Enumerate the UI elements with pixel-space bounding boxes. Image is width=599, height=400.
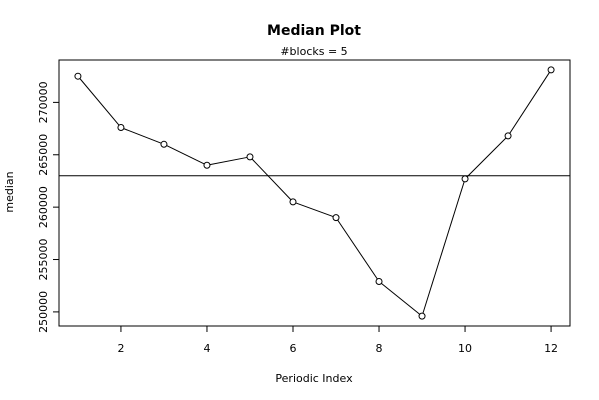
y-tick-label: 270000: [37, 81, 50, 123]
data-point: [375, 278, 383, 286]
data-point: [289, 198, 297, 206]
series-line-segment: [466, 137, 507, 178]
x-tick-label: 2: [117, 342, 124, 355]
chart-subtitle: #blocks = 5: [280, 45, 347, 58]
chart-title: Median Plot: [267, 23, 361, 39]
data-point: [117, 124, 125, 132]
y-axis: 250000 255000 260000 265000 270000: [37, 81, 59, 333]
data-point: [74, 72, 82, 80]
series-line-segment: [381, 283, 421, 315]
x-tick-label: 10: [458, 342, 472, 355]
series-line-segment: [295, 202, 334, 218]
plot-layer: [59, 66, 570, 320]
x-tick-label: 8: [376, 342, 383, 355]
x-tick-label: 4: [203, 342, 210, 355]
data-point: [332, 214, 340, 222]
plot-area-frame: [58, 59, 571, 327]
data-point: [246, 153, 254, 161]
series-line-segment: [79, 78, 120, 126]
series-line-segment: [166, 145, 205, 165]
series-line-segment: [123, 128, 162, 144]
data-point: [160, 140, 168, 148]
data-point: [203, 161, 211, 169]
data-point: [418, 312, 426, 320]
y-tick-label: 260000: [37, 186, 50, 228]
y-tick-label: 255000: [37, 239, 50, 281]
series-line-segment: [422, 181, 465, 314]
data-point: [504, 132, 512, 140]
data-point: [547, 66, 555, 74]
series-line-segment: [209, 156, 248, 166]
series-line-segment: [251, 158, 292, 201]
series-line-segment: [337, 219, 378, 280]
x-tick-label: 6: [289, 342, 296, 355]
x-tick-label: 12: [544, 342, 558, 355]
y-tick-label: 250000: [37, 291, 50, 333]
x-axis-label: Periodic Index: [275, 372, 353, 385]
data-point: [461, 175, 469, 183]
y-axis-label: median: [3, 171, 16, 212]
x-axis: 2 4 6 8 10 12: [117, 326, 558, 355]
y-tick-label: 265000: [37, 134, 50, 176]
series-line-segment: [509, 72, 550, 134]
